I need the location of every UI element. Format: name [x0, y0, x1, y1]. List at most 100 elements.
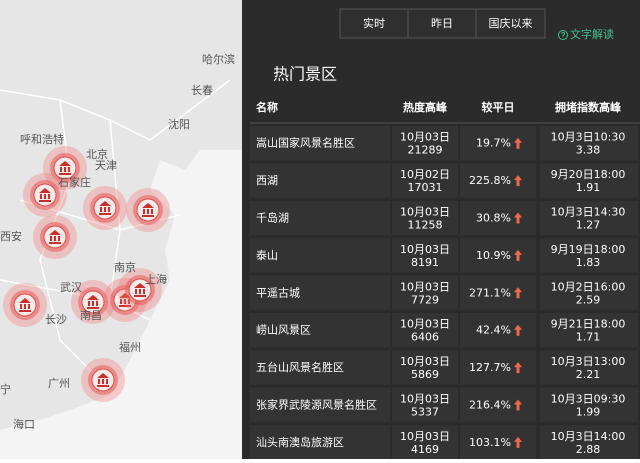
city-label: 西安 — [0, 229, 22, 243]
scenic-name: 西湖 — [256, 174, 278, 187]
tab-label[interactable]: 实时 — [363, 16, 385, 30]
congestion-time: 10月3日14:00 — [551, 430, 626, 443]
cell-bg — [540, 313, 638, 348]
peak-date: 10月03日 — [400, 243, 450, 256]
scenic-marker[interactable] — [83, 186, 127, 230]
city-label: 天津 — [95, 159, 117, 172]
congestion-index: 2.21 — [576, 368, 601, 381]
city-label: 长沙 — [45, 313, 67, 326]
scenic-marker[interactable] — [81, 358, 125, 402]
change-value: 10.9% — [476, 249, 511, 262]
cell-bg — [460, 313, 536, 348]
scenic-name: 嵩山国家风景名胜区 — [256, 136, 355, 150]
cell-bg — [460, 350, 536, 385]
city-label: 沈阳 — [168, 117, 190, 131]
marker-icon — [39, 188, 51, 202]
column-header: 拥堵指数高峰 — [555, 100, 622, 114]
scenic-marker[interactable] — [118, 268, 162, 312]
marker-icon — [59, 161, 71, 175]
peak-value: 6406 — [411, 331, 439, 344]
peak-date: 10月03日 — [400, 355, 450, 368]
scenic-marker[interactable] — [33, 215, 77, 259]
cell-bg — [392, 425, 458, 460]
cell-bg — [460, 387, 536, 423]
up-arrow — [514, 324, 522, 336]
cell-bg — [250, 387, 390, 423]
congestion-index: 2.88 — [576, 443, 601, 456]
tab[interactable] — [475, 8, 546, 39]
congestion-index: 1.71 — [576, 331, 601, 344]
cell-bg — [250, 238, 390, 273]
peak-value: 5869 — [411, 368, 439, 381]
peak-value: 11258 — [408, 219, 443, 232]
scenic-name: 张家界武陵源风景名胜区 — [256, 398, 377, 412]
congestion-time: 9月19日18:00 — [551, 243, 626, 256]
cell-bg — [540, 200, 638, 236]
peak-date: 10月03日 — [400, 131, 450, 144]
city-label: 呼和浩特 — [20, 132, 64, 146]
peak-value: 5337 — [411, 406, 439, 419]
cell-bg — [540, 275, 638, 310]
city-label: 长春 — [191, 84, 213, 97]
link[interactable]: 文字解读 — [558, 27, 615, 41]
congestion-index: 1.91 — [576, 181, 601, 194]
up-arrow — [514, 399, 522, 411]
cell-bg — [392, 126, 458, 161]
congestion-time: 10月3日10:30 — [551, 131, 626, 144]
scenic-marker[interactable] — [43, 146, 87, 190]
peak-value: 7729 — [411, 293, 439, 306]
city-label: 南昌 — [80, 309, 102, 322]
scenic-name: 泰山 — [256, 248, 278, 262]
cell-bg — [250, 275, 390, 310]
scenic-marker[interactable] — [23, 173, 67, 217]
cell-bg — [250, 126, 390, 161]
cell-bg — [540, 126, 638, 161]
column-header: 较平日 — [482, 100, 515, 114]
tab-label[interactable]: 昨日 — [431, 17, 453, 30]
scenic-marker[interactable] — [71, 280, 115, 324]
marker-icon — [49, 230, 61, 244]
city-label: 石家庄 — [58, 175, 91, 189]
city-label: 海口 — [13, 417, 35, 431]
tab-label[interactable]: 国庆以来 — [489, 16, 533, 30]
congestion-index: 1.83 — [576, 256, 601, 269]
peak-value: 17031 — [408, 181, 443, 194]
marker-icon — [99, 201, 111, 215]
link-text[interactable]: 文字解读 — [570, 27, 614, 41]
marker-icon — [87, 295, 99, 309]
up-arrow — [514, 436, 522, 448]
cell-bg — [392, 200, 458, 236]
cell-bg — [540, 238, 638, 273]
scenic-marker[interactable] — [3, 283, 47, 327]
tab[interactable] — [407, 8, 477, 39]
cell-bg — [460, 238, 536, 273]
marker-icon — [142, 203, 154, 217]
panel-title: 热门景区 — [273, 65, 337, 84]
up-arrow — [514, 175, 522, 187]
column-header: 热度高峰 — [403, 100, 448, 114]
peak-date: 10月03日 — [400, 430, 450, 443]
change-value: 225.8% — [469, 174, 511, 187]
peak-date: 10月03日 — [400, 280, 450, 293]
scenic-marker[interactable] — [126, 188, 170, 232]
help-icon-mark — [561, 31, 566, 37]
city-label: 广州 — [48, 377, 70, 390]
up-arrow — [514, 137, 522, 149]
cell-bg — [250, 425, 390, 460]
change-value: 103.1% — [469, 436, 511, 449]
peak-value: 8191 — [411, 256, 439, 269]
congestion-time: 10月3日14:30 — [551, 206, 626, 219]
up-arrow — [514, 362, 522, 374]
cell-bg — [392, 350, 458, 385]
cell-bg — [460, 425, 536, 460]
